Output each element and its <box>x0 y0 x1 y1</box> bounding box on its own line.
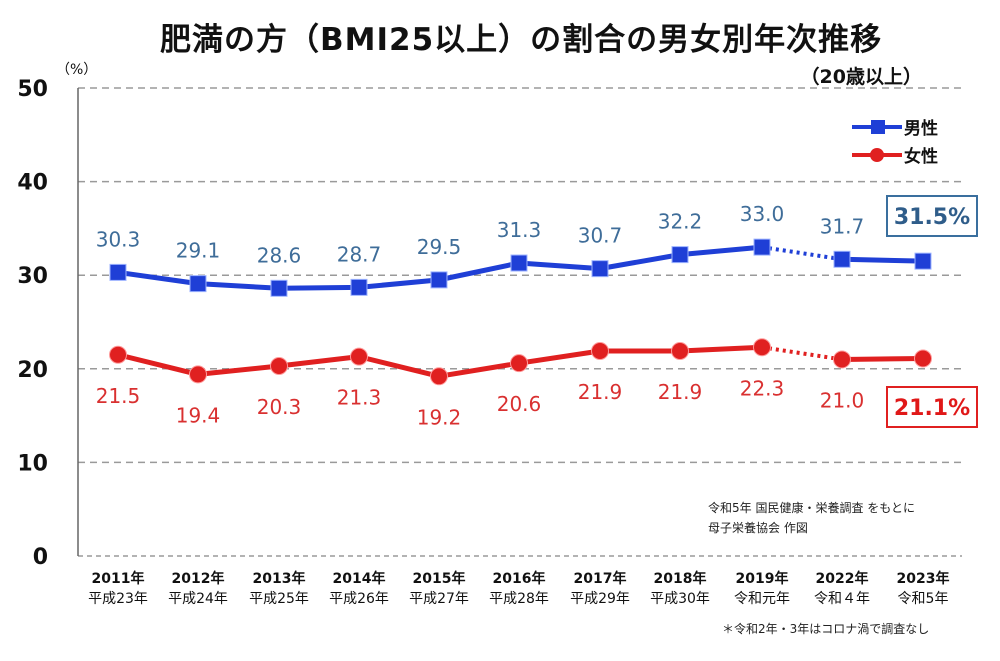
y-tick-label: 10 <box>17 451 48 476</box>
female-data-point <box>833 350 851 369</box>
male-data-label: 32.2 <box>658 210 703 234</box>
x-tick-sublabel: 平成26年 <box>329 591 389 607</box>
x-tick-label: 2017年 <box>574 570 627 587</box>
chart-title: 肥満の方（BMI25以上）の割合の男女別年次推移 <box>160 22 883 58</box>
female-data-point <box>914 349 932 368</box>
male-data-point <box>671 246 689 264</box>
source-note: 令和5年 国民健康・栄養調査 をもとに 母子栄養協会 作図 <box>708 498 915 538</box>
male-data-label: 28.6 <box>257 243 302 267</box>
female-data-point <box>109 345 127 364</box>
x-tick-sublabel: 平成25年 <box>249 591 309 607</box>
male-data-point <box>430 271 448 289</box>
y-axis-unit: （%） <box>56 62 97 78</box>
x-tick-sublabel: 令和元年 <box>734 591 790 607</box>
female-data-label: 20.3 <box>257 395 302 419</box>
x-tick-label: 2022年 <box>816 570 869 587</box>
male-latest-value-box <box>886 195 978 237</box>
male-data-label: 31.3 <box>497 218 542 242</box>
female-data-label: 21.9 <box>578 380 623 404</box>
chart-subtitle: （20歳以上） <box>800 66 922 88</box>
x-tick-label: 2013年 <box>253 570 306 587</box>
male-data-point <box>270 279 288 297</box>
male-data-point <box>833 250 851 268</box>
male-series-line <box>841 256 924 264</box>
female-data-label: 22.3 <box>740 376 785 400</box>
male-data-label: 31.7 <box>820 214 865 238</box>
source-line-1: 令和5年 国民健康・栄養調査 をもとに <box>708 501 916 515</box>
legend-marker-circle <box>870 148 884 162</box>
x-tick-sublabel: 平成24年 <box>168 591 228 607</box>
female-series-gap-line <box>761 345 843 362</box>
female-series-line <box>841 356 924 362</box>
female-data-label: 21.5 <box>96 384 141 408</box>
female-data-label: 20.6 <box>497 392 542 416</box>
male-data-point <box>350 278 368 296</box>
legend-label-male: 男性 <box>904 118 938 139</box>
female-data-label: 21.0 <box>820 388 865 412</box>
male-data-label: 33.0 <box>740 202 785 226</box>
x-tick-sublabel: 平成29年 <box>570 591 630 607</box>
male-data-label: 29.5 <box>417 235 462 259</box>
x-tick-label: 2019年 <box>736 570 789 587</box>
x-tick-sublabel: 平成30年 <box>650 591 710 607</box>
male-data-point <box>109 263 127 281</box>
female-data-label: 21.9 <box>658 380 703 404</box>
female-data-point <box>510 354 528 373</box>
source-line-2: 母子栄養協会 作図 <box>708 521 808 535</box>
male-data-label: 30.3 <box>96 227 141 251</box>
legend-marker-square <box>871 120 885 134</box>
y-tick-label: 40 <box>17 171 48 196</box>
female-data-label: 19.2 <box>417 405 462 429</box>
male-data-point <box>914 252 932 270</box>
x-tick-label: 2012年 <box>172 570 225 587</box>
x-tick-sublabel: 平成28年 <box>489 591 549 607</box>
x-tick-sublabel: 令和5年 <box>898 591 949 607</box>
female-latest-value-box <box>886 386 978 428</box>
female-data-label: 19.4 <box>176 403 221 427</box>
female-data-point <box>430 367 448 386</box>
footnote: ＊令和2年・3年はコロナ渦で調査なし <box>722 622 930 636</box>
male-data-point <box>510 254 528 272</box>
male-latest-value-label: 31.5% <box>894 205 970 230</box>
male-data-label: 29.1 <box>176 239 221 263</box>
female-data-point <box>671 342 689 361</box>
x-tick-sublabel: 平成23年 <box>88 591 148 607</box>
y-tick-label: 0 <box>33 545 48 570</box>
x-tick-label: 2023年 <box>897 570 950 587</box>
x-tick-label: 2014年 <box>333 570 386 587</box>
x-tick-label: 2011年 <box>92 570 145 587</box>
y-tick-label: 50 <box>17 77 48 102</box>
x-tick-label: 2018年 <box>654 570 707 587</box>
male-data-label: 28.7 <box>337 242 382 266</box>
female-data-point <box>753 338 771 357</box>
male-data-point <box>591 260 609 278</box>
y-tick-label: 20 <box>17 358 48 383</box>
female-data-point <box>591 342 609 361</box>
x-tick-label: 2016年 <box>493 570 546 587</box>
male-data-label: 30.7 <box>578 224 623 248</box>
legend-label-female: 女性 <box>904 146 938 167</box>
female-data-point <box>350 347 368 366</box>
male-series-gap-line <box>761 245 843 262</box>
female-data-label: 21.3 <box>337 386 382 410</box>
female-latest-value-label: 21.1% <box>894 396 970 421</box>
x-tick-label: 2015年 <box>413 570 466 587</box>
x-tick-sublabel: 令和４年 <box>814 591 870 607</box>
y-tick-label: 30 <box>17 264 48 289</box>
male-data-point <box>753 238 771 256</box>
male-data-point <box>189 275 207 293</box>
female-data-point <box>270 356 288 375</box>
female-data-point <box>189 365 207 384</box>
x-tick-sublabel: 平成27年 <box>409 591 469 607</box>
